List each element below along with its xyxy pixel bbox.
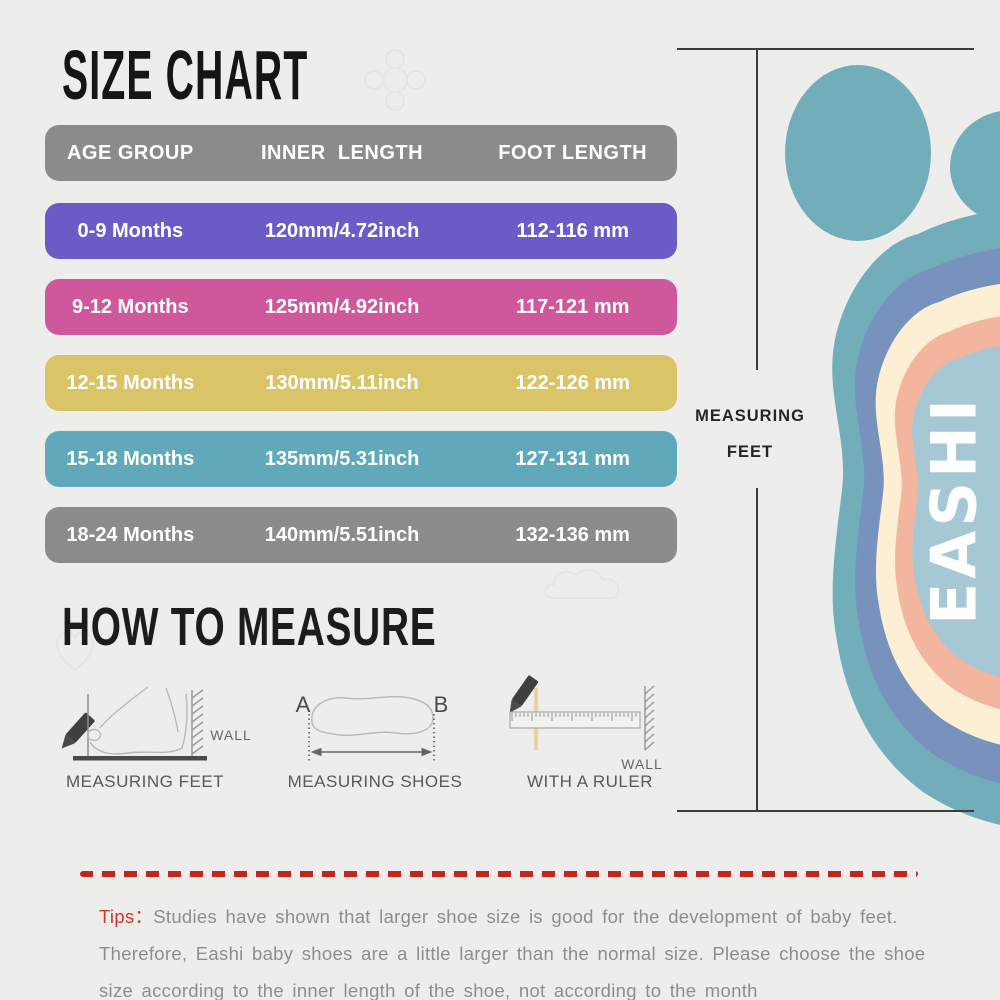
point-a-label: A (296, 692, 311, 717)
second-toe (950, 111, 1000, 223)
table-row: 0-9 Months 120mm/4.72inch 112-116 mm (45, 203, 677, 259)
diagram-caption: WITH A RULER (527, 772, 653, 791)
foot-length-cell: 132-136 mm (515, 523, 630, 546)
tips-line: size according to the inner length of th… (99, 980, 758, 1000)
measuring-feet-label: MEASURING FEET (675, 398, 825, 470)
table-row: 18-24 Months 140mm/5.51inch 132-136 mm (45, 507, 677, 563)
pencil-icon (61, 712, 95, 749)
tips-line: Therefore, Eashi baby shoes are a little… (99, 943, 926, 964)
pencil-icon (509, 675, 539, 713)
ruler-diagram: WALL (509, 675, 663, 772)
big-toe (785, 65, 931, 241)
measuring-feet-label-line1: MEASURING (695, 407, 805, 425)
measure-line-vertical (756, 488, 758, 812)
how-to-measure-title: HOW TO MEASURE (62, 597, 437, 657)
point-b-label: B (434, 692, 449, 717)
page-title: SIZE CHART (62, 36, 309, 114)
age-cell: 0-9 Months (77, 219, 184, 242)
foot-length-cell: 122-126 mm (515, 371, 630, 394)
inner-length-cell: 130mm/5.11inch (265, 371, 419, 394)
table-row: 9-12 Months 125mm/4.92inch 117-121 mm (45, 279, 677, 335)
measure-line-bottom (677, 810, 974, 812)
inner-length-cell: 135mm/5.31inch (264, 447, 420, 470)
measuring-feet-label-line2: FEET (726, 443, 774, 461)
age-cell: 9-12 Months (71, 295, 189, 318)
tips-line: Tips：Studies have shown that larger shoe… (99, 898, 969, 935)
tips-label: Tips： (99, 906, 154, 927)
measuring-feet-diagram: WALL (61, 686, 252, 761)
foot-outline (86, 686, 188, 755)
table-row: 12-15 Months 130mm/5.11inch 122-126 mm (45, 355, 677, 411)
brand-logo: EASHI (918, 395, 991, 625)
wall-label: WALL (621, 756, 663, 772)
measure-line-top (677, 48, 974, 50)
wall-label: WALL (210, 727, 252, 743)
inner-length-cell: 125mm/4.92inch (264, 295, 420, 318)
measuring-shoes-diagram: A B (296, 692, 449, 762)
insole-outline (311, 695, 434, 737)
age-cell: 18-24 Months (66, 523, 195, 546)
foot-length-cell: 127-131 mm (515, 447, 630, 470)
inner-length-cell: 120mm/4.72inch (264, 219, 420, 242)
age-cell: 15-18 Months (66, 447, 195, 470)
tips-line-text: Studies have shown that larger shoe size… (153, 906, 898, 927)
wall-hatch (191, 689, 204, 757)
inner-length-cell: 140mm/5.51inch (264, 523, 420, 546)
diagram-caption: MEASURING SHOES (287, 772, 463, 791)
foot-length-cell: 117-121 mm (515, 295, 630, 318)
header-foot-length: FOOT LENGTH (498, 141, 648, 164)
red-dashed-divider (80, 871, 918, 877)
wall-hatch (644, 685, 655, 751)
ruler (509, 711, 641, 729)
footprint-graphic: EASHI (785, 65, 1000, 830)
tips-text: Tips：Studies have shown that larger shoe… (99, 898, 969, 1000)
foot-length-cell: 112-116 mm (516, 219, 629, 242)
length-arrow (310, 747, 433, 757)
cloud-doodle-icon (544, 568, 620, 599)
measure-line-vertical (756, 48, 758, 370)
table-row: 15-18 Months 135mm/5.31inch 127-131 mm (45, 431, 677, 487)
table-header-row: AGE GROUP INNER LENGTH FOOT LENGTH (45, 125, 677, 181)
flower-doodle-icon (364, 49, 426, 111)
diagram-caption: MEASURING FEET (65, 772, 225, 791)
age-cell: 12-15 Months (66, 371, 195, 394)
header-age-group: AGE GROUP (66, 141, 194, 164)
heart-doodle-icon (56, 631, 94, 672)
floor-line (73, 756, 207, 761)
header-inner-length: INNER LENGTH (260, 141, 424, 164)
